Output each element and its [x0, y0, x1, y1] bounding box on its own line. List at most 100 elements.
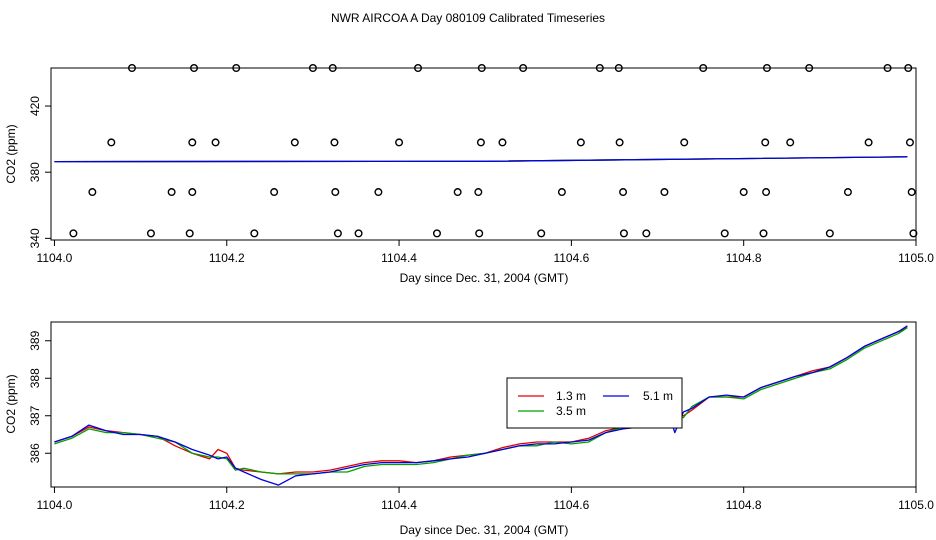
data-point: [519, 63, 528, 72]
data-point: [477, 63, 486, 72]
bottom-x-axis: 1104.0 1104.2 1104.4 1104.6 1104.8 1105.0: [37, 487, 934, 512]
data-point: [699, 63, 708, 72]
top-series-lines: [54, 156, 908, 163]
top-x-tick-label: 1104.6: [553, 251, 589, 265]
bottom-x-axis-label: Day since Dec. 31, 2004 (GMT): [400, 523, 569, 537]
top-plot-frame: [50, 67, 917, 241]
data-point: [432, 229, 441, 238]
data-point: [660, 188, 669, 197]
top-scatter-points: [69, 63, 918, 238]
data-point: [642, 229, 651, 238]
data-point: [762, 188, 771, 197]
legend-label-3-5m: 3.5 m: [556, 404, 586, 418]
data-point: [680, 138, 689, 147]
data-point: [720, 229, 729, 238]
data-point: [476, 138, 485, 147]
bottom-series-line-green: [54, 327, 908, 475]
top-x-axis-label: Day since Dec. 31, 2004 (GMT): [400, 271, 569, 285]
top-x-tick-label: 1105.0: [898, 251, 934, 265]
bottom-x-tick-label: 1104.6: [553, 498, 589, 512]
bottom-y-axis-label: CO2 (ppm): [4, 374, 18, 433]
data-point: [232, 63, 241, 72]
data-point: [615, 138, 624, 147]
data-point: [167, 188, 176, 197]
data-point: [107, 138, 116, 147]
top-x-tick-label: 1104.8: [726, 251, 762, 265]
data-point: [576, 138, 585, 147]
data-point: [453, 188, 462, 197]
bottom-y-tick-label: 388: [28, 368, 42, 388]
bottom-x-tick-label: 1104.2: [209, 498, 245, 512]
top-x-tick-label: 1104.0: [37, 251, 73, 265]
data-point: [619, 188, 628, 197]
top-y-tick-label: 340: [28, 228, 42, 248]
chart-title: NWR AIRCOA A Day 080109 Calibrated Times…: [331, 11, 605, 25]
data-point: [762, 63, 771, 72]
data-point: [474, 188, 483, 197]
data-point: [537, 229, 546, 238]
data-point: [595, 63, 604, 72]
data-point: [864, 138, 873, 147]
data-point: [69, 229, 78, 238]
data-point: [619, 229, 628, 238]
data-point: [909, 229, 918, 238]
top-y-axis: 340 380 420: [28, 96, 51, 248]
data-point: [333, 229, 342, 238]
bottom-series-line-blue: [54, 325, 908, 486]
top-x-tick-label: 1104.4: [381, 251, 417, 265]
legend-box: [506, 377, 683, 429]
data-point: [127, 63, 136, 72]
bottom-y-tick-label: 387: [28, 405, 42, 425]
data-point: [739, 188, 748, 197]
data-point: [88, 188, 97, 197]
data-point: [290, 138, 299, 147]
bottom-y-tick-label: 389: [28, 330, 42, 350]
bottom-x-tick-label: 1104.4: [381, 498, 417, 512]
data-point: [308, 63, 317, 72]
top-y-tick-label: 420: [28, 96, 42, 116]
bottom-panel: 1104.0 1104.2 1104.4 1104.6 1104.8 1105.0 386…: [4, 321, 934, 537]
data-point: [395, 138, 404, 147]
top-x-axis: 1104.0 1104.2 1104.4 1104.6 1104.8 1105.0: [37, 240, 934, 265]
data-point: [374, 188, 383, 197]
data-point: [328, 63, 337, 72]
bottom-x-tick-label: 1104.0: [37, 498, 73, 512]
data-point: [843, 188, 852, 197]
data-point: [557, 188, 566, 197]
data-point: [614, 63, 623, 72]
data-point: [354, 229, 363, 238]
data-point: [498, 138, 507, 147]
bottom-y-axis: 386 387 388 389: [28, 330, 51, 463]
data-point: [414, 63, 423, 72]
bottom-x-tick-label: 1105.0: [898, 498, 934, 512]
legend-label-1-3m: 1.3 m: [556, 389, 586, 403]
bottom-x-tick-label: 1104.8: [726, 498, 762, 512]
data-point: [759, 229, 768, 238]
data-point: [250, 229, 259, 238]
data-point: [185, 229, 194, 238]
top-series-line-blue: [54, 156, 908, 163]
top-panel: 1104.0 1104.2 1104.4 1104.6 1104.8 1105.0 340…: [4, 63, 934, 285]
data-point: [786, 138, 795, 147]
bottom-series-lines: [54, 325, 908, 486]
data-point: [883, 63, 892, 72]
bottom-plot-frame: [50, 321, 917, 488]
data-point: [904, 63, 913, 72]
data-point: [188, 188, 197, 197]
top-x-tick-label: 1104.2: [209, 251, 245, 265]
data-point: [190, 63, 199, 72]
data-point: [805, 63, 814, 72]
data-point: [270, 188, 279, 197]
data-point: [146, 229, 155, 238]
data-point: [905, 138, 914, 147]
top-y-tick-label: 380: [28, 162, 42, 182]
bottom-y-tick-label: 386: [28, 443, 42, 463]
data-point: [331, 188, 340, 197]
data-point: [825, 229, 834, 238]
data-point: [761, 138, 770, 147]
data-point: [330, 138, 339, 147]
data-point: [188, 138, 197, 147]
legend-label-5-1m: 5.1 m: [643, 389, 673, 403]
data-point: [907, 188, 916, 197]
